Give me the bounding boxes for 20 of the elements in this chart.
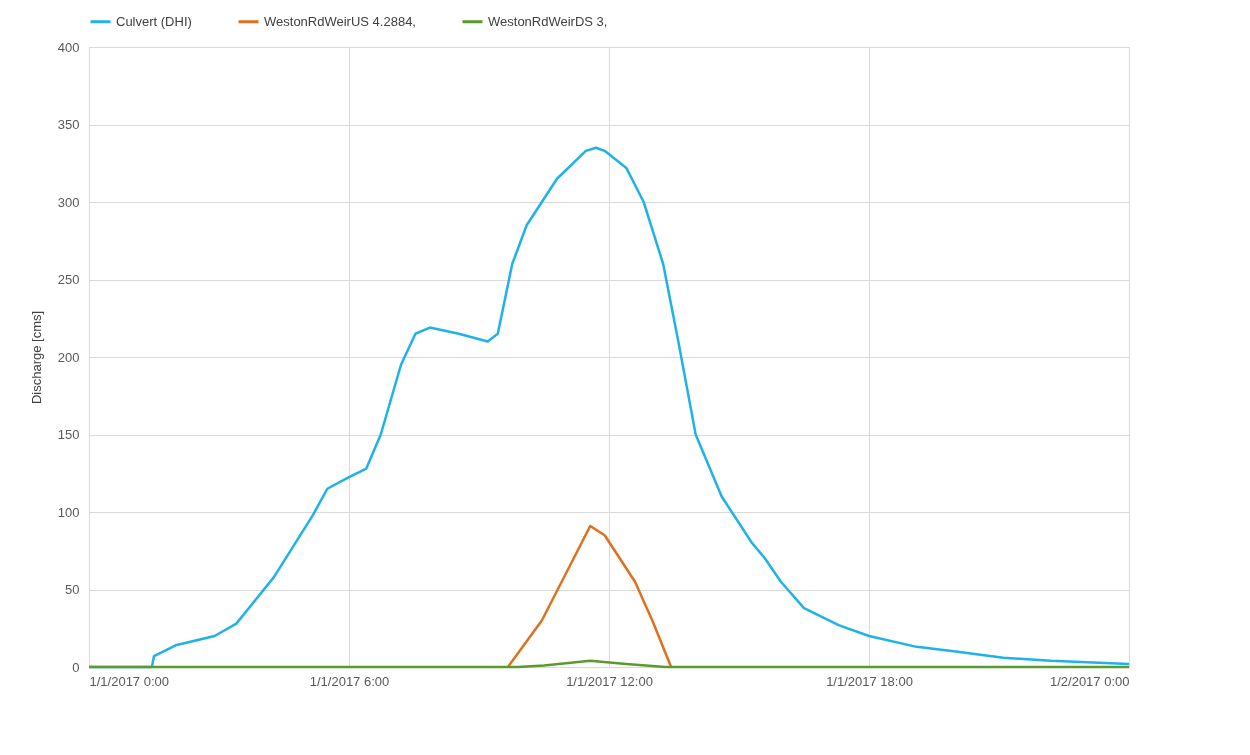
y-tick-label: 350 xyxy=(57,117,80,132)
y-tick-label: 250 xyxy=(57,272,80,287)
y-tick-label: 50 xyxy=(65,582,80,597)
legend-label: Culvert (DHI) xyxy=(116,13,192,29)
y-tick-label: 400 xyxy=(57,39,80,55)
y-tick-label: 100 xyxy=(57,504,80,520)
y-tick-label: 0 xyxy=(72,659,80,675)
x-tick-label: 1/1/2017 0:00 xyxy=(89,673,170,689)
line-series xyxy=(87,659,1131,669)
legend-label: WestonRdWeirDS 3, xyxy=(488,13,608,29)
legend-label: WestonRdWeirUS 4.2884, xyxy=(264,13,416,29)
y-axis-title: Discharge [cms] xyxy=(28,310,44,405)
line-series xyxy=(506,524,673,669)
x-tick-label: 1/1/2017 12:00 xyxy=(566,673,653,689)
y-tick-label: 200 xyxy=(57,349,80,365)
y-tick-label: 150 xyxy=(57,427,80,442)
x-tick-label: 1/2/2017 0:00 xyxy=(1049,673,1130,689)
x-tick-label: 1/1/2017 6:00 xyxy=(309,673,390,689)
y-tick-label: 300 xyxy=(57,194,80,210)
x-tick-label: 1/1/2017 18:00 xyxy=(826,673,913,689)
